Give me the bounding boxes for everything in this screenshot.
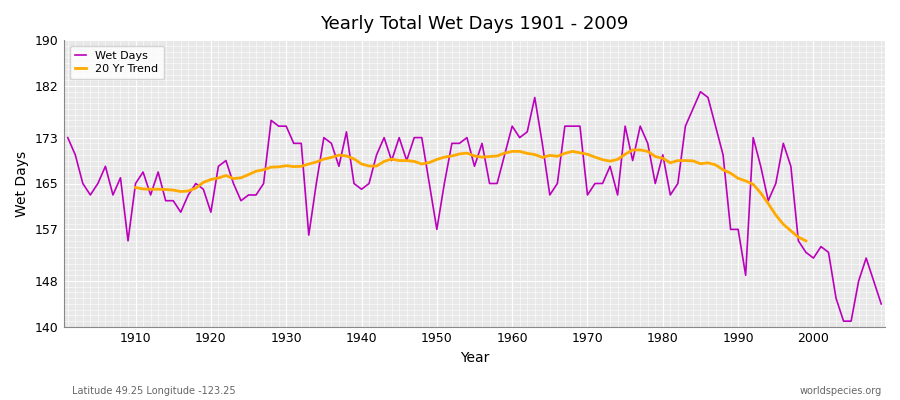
20 Yr Trend [288,164,299,169]
Line: 20 Yr Trend: 20 Yr Trend [136,150,806,241]
20 Yr Trend [500,151,510,156]
X-axis label: Year: Year [460,351,490,365]
Wet Days [838,319,849,324]
Wet Days [500,152,510,157]
Y-axis label: Wet Days: Wet Days [15,150,29,216]
Legend: Wet Days, 20 Yr Trend: Wet Days, 20 Yr Trend [69,46,164,79]
20 Yr Trend [507,149,517,154]
20 Yr Trend [334,153,345,158]
Text: worldspecies.org: worldspecies.org [800,386,882,396]
Title: Yearly Total Wet Days 1901 - 2009: Yearly Total Wet Days 1901 - 2009 [320,15,629,33]
Wet Days [507,124,517,128]
Wet Days [876,302,886,306]
Wet Days [334,164,345,169]
20 Yr Trend [597,157,608,162]
Line: Wet Days: Wet Days [68,92,881,321]
Text: Latitude 49.25 Longitude -123.25: Latitude 49.25 Longitude -123.25 [72,386,236,396]
Wet Days [288,141,299,146]
Wet Days [695,89,706,94]
Wet Days [597,181,608,186]
Wet Days [62,135,73,140]
Wet Days [122,238,133,243]
